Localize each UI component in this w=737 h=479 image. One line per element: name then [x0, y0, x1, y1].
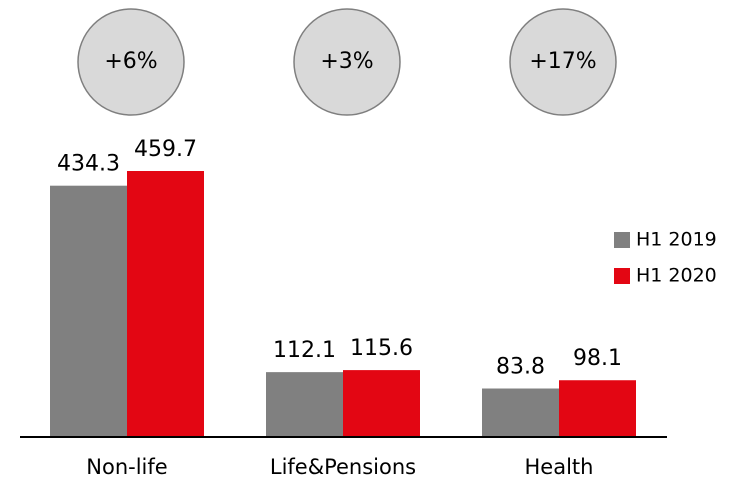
growth-label: +6% [104, 49, 157, 74]
bar [343, 370, 420, 437]
legend-label: H1 2019 [636, 229, 717, 251]
growth-label: +17% [529, 49, 596, 74]
legend-label: H1 2020 [636, 265, 717, 287]
x-tick-label: Health [525, 455, 594, 479]
growth-bubble [293, 8, 401, 116]
legend-swatch [614, 232, 630, 248]
bar [482, 388, 559, 437]
x-tick-label: Life&Pensions [270, 455, 416, 479]
growth-bubble [77, 8, 185, 116]
growth-label: +3% [320, 49, 373, 74]
value-label: 112.1 [273, 338, 336, 363]
legend-swatch [614, 268, 630, 284]
value-label: 98.1 [573, 346, 622, 371]
bar [266, 372, 343, 437]
bar [559, 380, 636, 437]
value-label: 459.7 [134, 137, 197, 162]
x-tick-label: Non-life [86, 455, 167, 479]
bar [127, 171, 204, 437]
bar [50, 185, 127, 437]
value-label: 115.6 [350, 336, 413, 361]
growth-bubble [509, 8, 617, 116]
value-label: 83.8 [496, 355, 545, 380]
value-label: 434.3 [57, 152, 120, 177]
